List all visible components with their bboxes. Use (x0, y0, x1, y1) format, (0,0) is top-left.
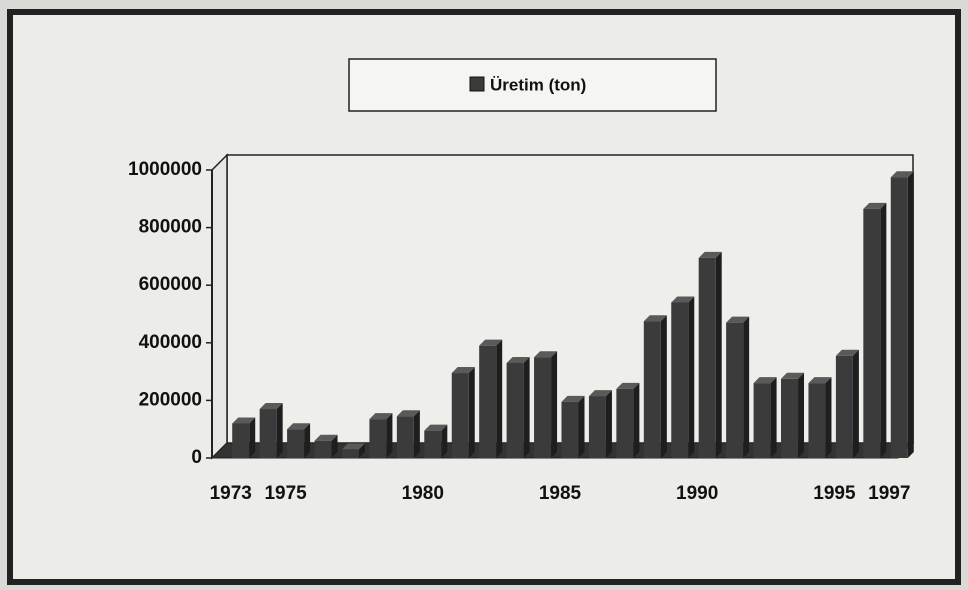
bar (890, 177, 908, 458)
bar-side (413, 410, 420, 458)
bar-side (331, 434, 338, 458)
x-tick-label: 1997 (868, 483, 910, 504)
bar-top (698, 251, 722, 258)
bar-top (616, 382, 640, 389)
x-tick-label: 1995 (813, 483, 856, 504)
bar-side (715, 251, 722, 458)
bar-side (907, 171, 914, 458)
x-tick-label: 1973 (210, 483, 252, 504)
bar-side (578, 395, 585, 458)
bar-side (798, 372, 805, 458)
bar-side (358, 443, 365, 458)
bar-top (506, 356, 530, 363)
bar-side (496, 339, 503, 458)
bar (259, 409, 277, 458)
bar-top (534, 351, 558, 358)
bar (753, 383, 771, 458)
bar-top (643, 315, 667, 322)
bar-side (825, 377, 832, 458)
bar-side (688, 296, 695, 458)
bar-top (424, 424, 448, 431)
bar-side (743, 316, 750, 458)
y-tick-label: 800000 (139, 217, 202, 238)
bar-top (314, 434, 338, 441)
bar-side (770, 377, 777, 458)
bar (396, 416, 414, 458)
side-wall (211, 153, 228, 460)
bar (671, 302, 689, 458)
bar-top (726, 316, 750, 323)
bar (451, 373, 469, 458)
bar-top (671, 296, 695, 303)
bar (726, 322, 744, 458)
y-tick-label: 200000 (139, 389, 202, 410)
bar-side (660, 315, 667, 458)
bar-side (880, 202, 887, 458)
bar (341, 449, 359, 458)
bar-side (605, 390, 612, 458)
bar-side (249, 417, 256, 458)
bar-side (551, 351, 558, 458)
bar-top (232, 417, 256, 424)
bar (588, 396, 606, 458)
bar-top (341, 443, 365, 450)
bar-side (386, 413, 393, 458)
bar-side (633, 382, 640, 458)
bar-side (523, 356, 530, 458)
bar (835, 355, 853, 458)
bar (808, 383, 826, 458)
bar-top (396, 410, 420, 417)
bar (616, 388, 634, 458)
bar-side (304, 423, 311, 458)
y-tick-label: 1000000 (128, 159, 202, 180)
bar (287, 429, 305, 458)
bar (424, 430, 442, 458)
x-tick-label: 1980 (402, 483, 444, 504)
bar-top (287, 423, 311, 430)
x-tick-label: 1985 (539, 483, 582, 504)
bar-top (369, 413, 393, 420)
bar (232, 423, 250, 458)
y-tick-label: 600000 (139, 274, 202, 295)
bar-top (753, 377, 777, 384)
legend-box (348, 58, 717, 112)
bar-top (890, 171, 914, 178)
y-tick-label: 0 (191, 447, 202, 468)
bar-top (781, 372, 805, 379)
bar-top (561, 395, 585, 402)
bar (479, 345, 497, 458)
bar-top (588, 390, 612, 397)
bar-top (835, 349, 859, 356)
x-tick-label: 1975 (264, 483, 307, 504)
bar-top (863, 202, 887, 209)
bar (561, 401, 579, 458)
bar-top (259, 403, 283, 410)
bar-side (441, 424, 448, 458)
y-tick-label: 400000 (139, 332, 202, 353)
bar (506, 362, 524, 458)
bar (781, 378, 799, 458)
bar-side (468, 367, 475, 458)
bar-top (451, 367, 475, 374)
bar-top (479, 339, 503, 346)
bar (698, 257, 716, 458)
bar (314, 440, 332, 458)
bar-side (852, 349, 859, 458)
x-tick-label: 1990 (676, 483, 718, 504)
bar (643, 321, 661, 458)
bar (369, 419, 387, 458)
bar (863, 208, 881, 458)
bar-top (808, 377, 832, 384)
legend-label: Üretim (ton) (490, 75, 586, 94)
bar (534, 357, 552, 458)
legend-swatch (469, 76, 485, 92)
bar-side (276, 403, 283, 458)
